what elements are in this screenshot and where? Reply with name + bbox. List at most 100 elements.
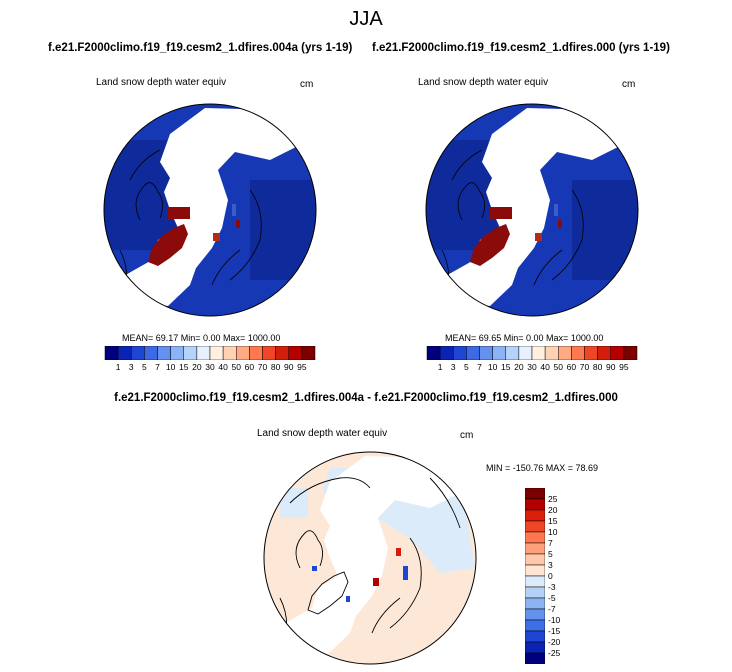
colorbar-swatch (196, 346, 211, 360)
colorbar-swatch (525, 531, 545, 544)
colorbar-swatch (439, 346, 454, 360)
colorbar-swatch (104, 346, 119, 360)
colorbar-swatch (518, 346, 533, 360)
colorbar-tick-label: 1 (115, 362, 121, 372)
colorbar-swatch (157, 346, 171, 360)
colorbar-tick-label: 40 (218, 362, 228, 372)
figure-title: JJA (349, 8, 383, 30)
colorbar-swatch (209, 346, 224, 360)
difference-units: cm (460, 430, 474, 441)
panel-right-variable-label: Land snow depth water equiv (418, 77, 549, 88)
colorbar-swatch (222, 346, 237, 360)
panel-left-stats: MEAN= 69.17 Min= 0.00 Max= 1000.00 (122, 333, 281, 343)
colorbar-swatch (525, 520, 545, 533)
panel-right-case-title: f.e21.F2000climo.f19_f19.cesm2_1.dfires.… (372, 42, 670, 54)
panel-right-stats: MEAN= 69.65 Min= 0.00 Max= 1000.00 (445, 333, 604, 343)
colorbar-swatch (525, 509, 545, 522)
panel-left-units: cm (300, 79, 314, 90)
panel-left-variable-label: Land snow depth water equiv (96, 77, 227, 88)
difference-colorbar-labels: 25 20 15 10 7 5 3 0 -3 -5 -7 -10 -15 -20 -25 (548, 488, 588, 664)
colorbar-tick-label: 70 (579, 362, 590, 372)
colorbar-tick-label: 60 (244, 362, 255, 372)
colorbar-tick-label: -15 (548, 626, 561, 636)
colorbar-swatch (275, 346, 289, 360)
coastlines (279, 477, 461, 639)
colorbar-swatch (525, 608, 545, 621)
colorbar-swatch (525, 597, 545, 610)
colorbar-swatch (623, 346, 638, 360)
colorbar-swatch (117, 346, 132, 360)
snow-field-light-patch (554, 204, 558, 216)
colorbar-swatch (249, 346, 263, 360)
colorbar-swatch (301, 346, 316, 360)
colorbar-swatch (584, 346, 598, 360)
colorbar-tick-label: 3 (450, 362, 456, 372)
panel-right-map (425, 103, 639, 317)
colorbar-tick-label: 10 (487, 362, 498, 372)
panel-left-map (103, 103, 317, 317)
colorbar-tick-label: 7 (548, 538, 553, 548)
high-snow-patch (213, 233, 220, 241)
colorbar-tick-label: -20 (548, 637, 561, 647)
colorbar-tick-label: 5 (142, 362, 147, 372)
panel-left-colorbar (104, 346, 316, 360)
colorbar-swatch (525, 619, 545, 632)
colorbar-swatch (170, 346, 184, 360)
coastlines (441, 149, 584, 291)
high-snow-patch (558, 220, 562, 228)
colorbar-swatch (544, 346, 559, 360)
colorbar-swatch (525, 575, 545, 588)
greenland-high-snow (148, 224, 188, 266)
colorbar-tick-label: 0 (548, 571, 553, 581)
colorbar-tick-label: 90 (284, 362, 294, 372)
colorbar-tick-label: 10 (548, 527, 558, 537)
colorbar-swatch (453, 346, 467, 360)
colorbar-tick-label: 90 (606, 362, 616, 372)
greenland-high-snow (470, 224, 510, 266)
snow-field-dark-region (572, 180, 638, 280)
colorbar-swatch (531, 346, 546, 360)
panel-right-colorbar-labels: 1 3 5 7 10 15 20 30 40 50 60 70 80 90 95 (422, 362, 642, 374)
positive-diff-patch (373, 578, 379, 586)
colorbar-swatch (525, 564, 545, 577)
difference-colorbar (525, 488, 545, 664)
coastlines (119, 149, 262, 291)
colorbar-tick-label: 20 (514, 362, 524, 372)
positive-diff-patch (396, 548, 401, 556)
snow-field-dark-region (250, 180, 316, 280)
high-snow-patch (168, 207, 190, 219)
colorbar-tick-label: 40 (540, 362, 550, 372)
panel-left-colorbar-labels: 1 3 5 7 10 15 20 30 40 50 60 70 80 90 95 (100, 362, 320, 374)
colorbar-tick-label: 60 (566, 362, 577, 372)
colorbar-swatch (131, 346, 145, 360)
colorbar-swatch (525, 652, 545, 664)
colorbar-tick-label: 15 (501, 362, 511, 372)
colorbar-swatch (144, 346, 158, 360)
panel-right-colorbar (426, 346, 638, 360)
colorbar-tick-label: 5 (548, 549, 553, 559)
high-snow-patch (236, 220, 240, 228)
colorbar-tick-label: 95 (297, 362, 307, 372)
panel-right-units: cm (622, 79, 636, 90)
colorbar-tick-label: 30 (205, 362, 215, 372)
colorbar-tick-label: 15 (179, 362, 189, 372)
colorbar-tick-label: 3 (548, 560, 553, 570)
colorbar-tick-label: -5 (548, 593, 556, 603)
colorbar-swatch (479, 346, 493, 360)
colorbar-tick-label: 25 (548, 494, 558, 504)
colorbar-swatch (525, 553, 545, 566)
colorbar-swatch (525, 641, 545, 654)
colorbar-tick-label: 70 (257, 362, 268, 372)
map-boundary (103, 103, 317, 317)
colorbar-swatch (558, 346, 572, 360)
colorbar-tick-label: 1 (437, 362, 443, 372)
panel-left-case-title: f.e21.F2000climo.f19_f19.cesm2_1.dfires.… (48, 42, 353, 54)
map-boundary (425, 103, 639, 317)
colorbar-tick-label: -3 (548, 582, 556, 592)
colorbar-tick-label: 80 (592, 362, 603, 372)
colorbar-swatch (236, 346, 250, 360)
colorbar-tick-label: 7 (155, 362, 160, 372)
colorbar-swatch (597, 346, 611, 360)
colorbar-tick-label: 50 (553, 362, 563, 372)
colorbar-swatch (525, 498, 545, 511)
